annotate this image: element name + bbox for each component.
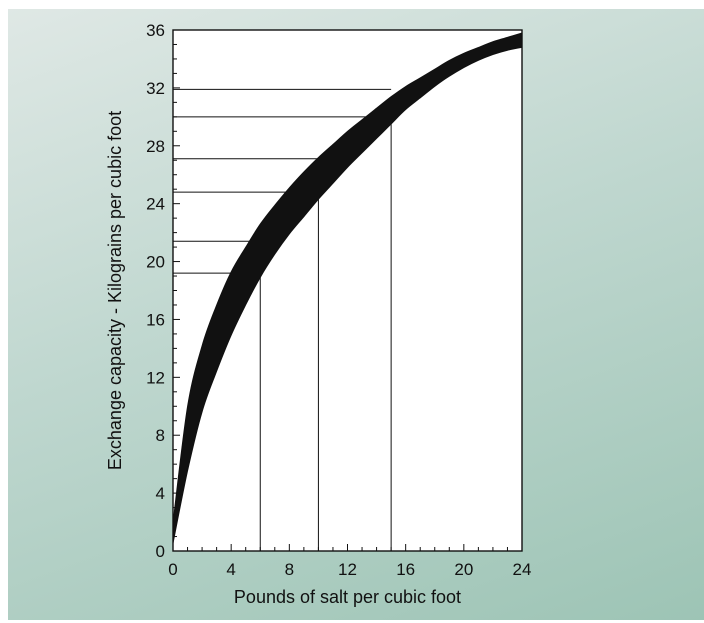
x-tick-label: 0: [168, 560, 177, 579]
x-tick-label: 24: [513, 560, 532, 579]
x-tick-label: 4: [226, 560, 235, 579]
y-tick-label: 36: [146, 21, 165, 40]
x-tick-label: 16: [396, 560, 415, 579]
exchange-capacity-band: [172, 32, 523, 544]
y-tick-label: 0: [156, 542, 165, 561]
reference-lines: [173, 88, 392, 551]
y-tick-label: 32: [146, 79, 165, 98]
x-tick-label: 12: [338, 560, 357, 579]
y-axis: 0 4 8 12 16 20 24 28 32 36: [146, 21, 180, 561]
y-axis-title: Exchange capacity - Kilograins per cubic…: [105, 111, 125, 470]
y-tick-label: 8: [156, 426, 165, 445]
y-tick-label: 16: [146, 310, 165, 329]
x-axis: 0 4 8 12 16 20 24: [168, 544, 531, 579]
y-tick-label: 12: [146, 368, 165, 387]
x-axis-title: Pounds of salt per cubic foot: [234, 587, 461, 607]
x-tick-label: 8: [285, 560, 294, 579]
y-tick-label: 4: [156, 484, 165, 503]
x-tick-label: 20: [454, 560, 473, 579]
y-tick-label: 20: [146, 253, 165, 272]
y-tick-label: 28: [146, 137, 165, 156]
y-tick-label: 24: [146, 195, 165, 214]
